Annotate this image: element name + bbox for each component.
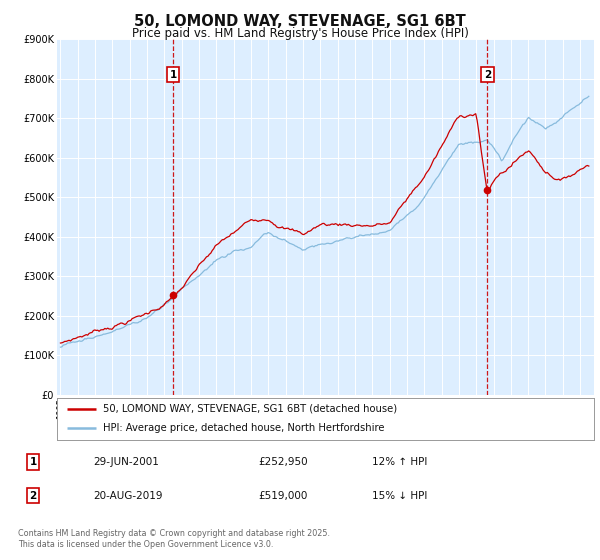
Text: 29-JUN-2001: 29-JUN-2001 — [93, 457, 159, 467]
Text: HPI: Average price, detached house, North Hertfordshire: HPI: Average price, detached house, Nort… — [103, 423, 384, 433]
Text: 2: 2 — [29, 491, 37, 501]
Text: £519,000: £519,000 — [258, 491, 307, 501]
Text: 12% ↑ HPI: 12% ↑ HPI — [372, 457, 427, 467]
Text: 50, LOMOND WAY, STEVENAGE, SG1 6BT: 50, LOMOND WAY, STEVENAGE, SG1 6BT — [134, 14, 466, 29]
Text: 50, LOMOND WAY, STEVENAGE, SG1 6BT (detached house): 50, LOMOND WAY, STEVENAGE, SG1 6BT (deta… — [103, 404, 397, 414]
Text: 1: 1 — [169, 70, 176, 80]
Text: 15% ↓ HPI: 15% ↓ HPI — [372, 491, 427, 501]
Text: 20-AUG-2019: 20-AUG-2019 — [93, 491, 163, 501]
Text: 2: 2 — [484, 70, 491, 80]
Text: Contains HM Land Registry data © Crown copyright and database right 2025.
This d: Contains HM Land Registry data © Crown c… — [18, 529, 330, 549]
Text: £252,950: £252,950 — [258, 457, 308, 467]
Text: Price paid vs. HM Land Registry's House Price Index (HPI): Price paid vs. HM Land Registry's House … — [131, 27, 469, 40]
Text: 1: 1 — [29, 457, 37, 467]
